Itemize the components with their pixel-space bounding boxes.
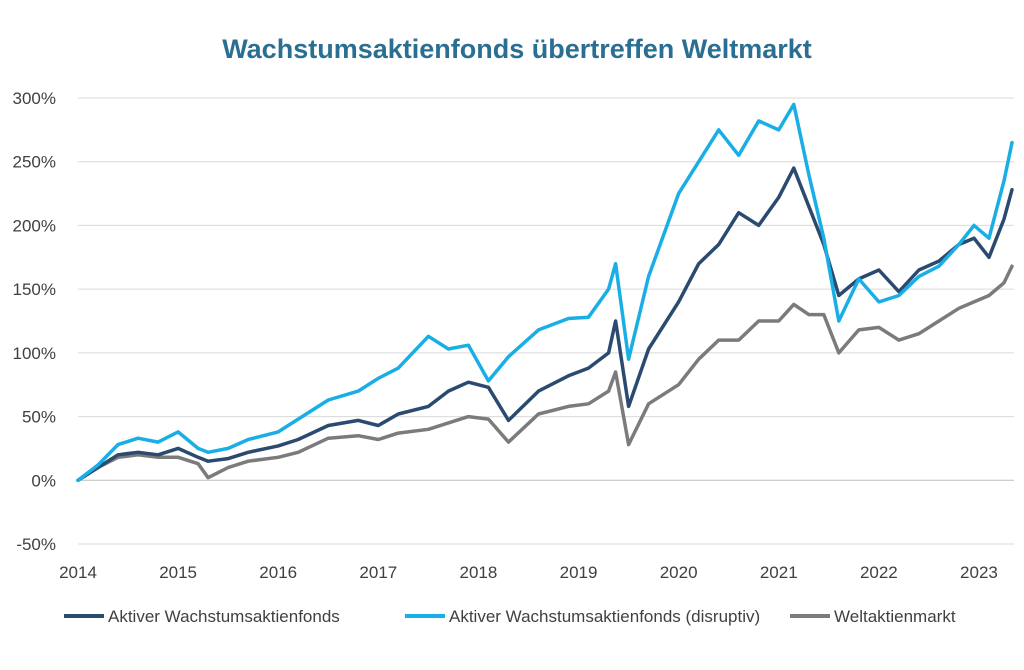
y-tick-label: 200% bbox=[13, 216, 56, 235]
y-tick-label: 150% bbox=[13, 280, 56, 299]
legend-label: Weltaktienmarkt bbox=[834, 607, 956, 626]
y-axis-ticks: 300% 250% 200% 150% 100% 50% 0% -50% bbox=[13, 89, 56, 554]
legend: Aktiver Wachstumsaktienfonds Aktiver Wach… bbox=[64, 607, 956, 626]
x-tick-label: 2020 bbox=[660, 563, 698, 582]
x-tick-label: 2014 bbox=[59, 563, 97, 582]
x-axis-ticks: 2014 2015 2016 2017 2018 2019 2020 2021 2022 2023 bbox=[59, 563, 998, 582]
x-tick-label: 2021 bbox=[760, 563, 798, 582]
x-tick-label: 2019 bbox=[560, 563, 598, 582]
series-lines bbox=[76, 102, 1014, 483]
y-tick-label: 0% bbox=[31, 471, 56, 490]
legend-label: Aktiver Wachstumsaktienfonds bbox=[108, 607, 340, 626]
x-tick-label: 2023 bbox=[960, 563, 998, 582]
series-line-0 bbox=[76, 166, 1014, 483]
y-tick-label: 250% bbox=[13, 153, 56, 172]
x-tick-label: 2016 bbox=[259, 563, 297, 582]
y-tick-label: -50% bbox=[16, 535, 56, 554]
grid-lines bbox=[78, 97, 1014, 545]
legend-label: Aktiver Wachstumsaktienfonds (disruptiv) bbox=[449, 607, 760, 626]
y-tick-label: 300% bbox=[13, 89, 56, 108]
y-tick-label: 50% bbox=[22, 408, 56, 427]
x-tick-label: 2017 bbox=[359, 563, 397, 582]
chart-title: Wachstumsaktienfonds übertreffen Weltmar… bbox=[222, 34, 812, 64]
x-tick-label: 2018 bbox=[460, 563, 498, 582]
series-line-1 bbox=[76, 102, 1014, 483]
x-tick-label: 2022 bbox=[860, 563, 898, 582]
y-tick-label: 100% bbox=[13, 344, 56, 363]
x-tick-label: 2015 bbox=[159, 563, 197, 582]
series-line-2 bbox=[76, 264, 1014, 483]
